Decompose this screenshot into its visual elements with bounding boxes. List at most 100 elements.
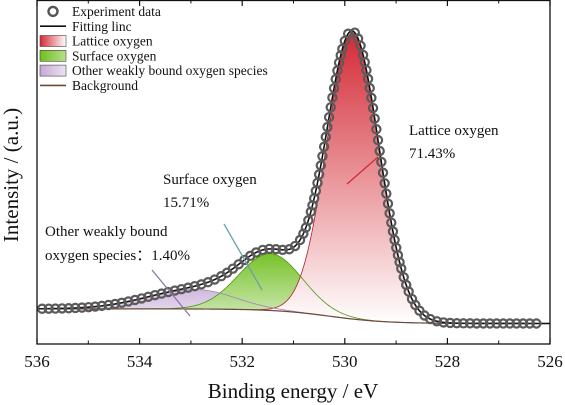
legend-marker-box [39, 49, 67, 62]
weak-oxygen-annotation-leader [151, 269, 191, 317]
experiment-point [431, 316, 443, 327]
legend-marker-circle [47, 5, 59, 18]
legend-marker-box [39, 64, 67, 77]
experiment-point [394, 256, 405, 268]
experiment-point [169, 285, 181, 296]
experiment-point [517, 318, 529, 329]
experiment-point [364, 82, 375, 94]
experiment-point [524, 318, 535, 329]
experiment-point [371, 124, 382, 135]
weak-oxygen-annotation-line: oxygen species：1.40% [45, 248, 190, 264]
legend-item: Fitting linc [40, 19, 132, 34]
legend-label: Other weakly bound oxygen species [72, 63, 268, 78]
y-axis-title: Intensity / (a.u.) [0, 108, 23, 242]
experiment-point [129, 294, 141, 306]
legend-label: Fitting linc [72, 19, 132, 34]
surface-oxygen-annotation: Surface oxygen 15.71% [163, 172, 263, 291]
experiment-point [76, 302, 88, 313]
experiment-point [70, 302, 81, 314]
experiment-point [277, 244, 288, 256]
x-tick-label: 532 [229, 352, 255, 371]
legend-item: Background [40, 78, 138, 93]
legend-item: Experiment data [47, 4, 161, 19]
experiment-point [109, 298, 121, 310]
experiment-point [531, 318, 542, 329]
legend-label: Experiment data [72, 4, 161, 19]
legend-label: Background [72, 78, 138, 93]
experiment-point [458, 318, 469, 329]
experiment-point [396, 263, 407, 274]
x-tick-label: 536 [24, 352, 50, 371]
x-tick-label: 530 [332, 352, 358, 371]
experiment-point [362, 73, 374, 85]
weak-oxygen-area [37, 289, 550, 324]
x-tick-label: 526 [537, 352, 563, 371]
experiment-point [367, 102, 379, 114]
experiment-point [270, 243, 282, 255]
lattice-oxygen-annotation-line: Lattice oxygen [409, 123, 499, 139]
lattice-oxygen-annotation-leader [346, 156, 379, 185]
experiment-point [381, 188, 392, 199]
experiment-point [379, 178, 390, 189]
experiment-point [162, 286, 174, 298]
component-fills [37, 33, 550, 324]
experiment-point [384, 208, 395, 219]
experiment-point [504, 318, 516, 329]
experiment-point [318, 141, 330, 152]
experiment-point [451, 318, 462, 329]
experiment-point [103, 299, 114, 311]
legend-label: Lattice oxygen [72, 34, 153, 49]
lattice-oxygen-annotation: Lattice oxygen 71.43% [346, 123, 499, 185]
x-tick-label: 534 [127, 352, 153, 371]
experiment-point [328, 82, 340, 94]
experiment-point [43, 303, 54, 314]
legend-marker-box [39, 35, 67, 47]
experiment-point [305, 206, 317, 217]
experiment-point [471, 318, 482, 329]
annotations: Lattice oxygen 71.43% Surface oxygen 15.71%… [45, 123, 499, 317]
axes: 536 534 532 530 528 526 [24, 0, 563, 371]
experiment-point [444, 317, 456, 329]
experiment-point [50, 303, 61, 314]
experiment-point [376, 156, 387, 168]
experiment-point [325, 102, 336, 113]
experiment-points [37, 27, 542, 329]
experiment-point [322, 121, 333, 133]
experiment-point [136, 293, 147, 304]
legend-item: Surface oxygen [39, 48, 157, 63]
experiment-point [63, 303, 74, 314]
experiment-point [366, 92, 377, 104]
experiment-point [315, 160, 326, 171]
experiment-point [323, 111, 335, 123]
legend-item: Lattice oxygen [39, 34, 153, 49]
experiment-point [342, 28, 354, 39]
experiment-point [478, 318, 489, 329]
experiment-point [377, 167, 389, 178]
legend-label: Surface oxygen [72, 48, 157, 63]
surface-oxygen-annotation-line: 15.71% [163, 195, 209, 211]
surface-oxygen-annotation-line: Surface oxygen [163, 172, 257, 188]
experiment-point [56, 303, 68, 314]
experiment-point [372, 134, 384, 146]
experiment-point [156, 288, 167, 299]
experiment-point [491, 318, 502, 329]
experiment-point [96, 300, 108, 312]
x-axis-title: Binding energy / eV [208, 379, 379, 403]
experiment-point [327, 92, 338, 103]
experiment-point [143, 291, 154, 302]
experiment-point [369, 113, 380, 124]
experiment-point [317, 151, 328, 162]
experiment-point [374, 145, 385, 157]
experiment-point [498, 318, 509, 329]
experiment-point [83, 301, 94, 313]
weak-oxygen-annotation: Other weakly bound oxygen species：1.40% [45, 224, 191, 317]
experiment-point [355, 40, 366, 51]
experiment-point [320, 131, 331, 143]
experiment-point [257, 244, 268, 256]
experiment-point [298, 228, 309, 239]
legend-item: Other weakly bound oxygen species [39, 63, 268, 78]
experiment-point [264, 243, 275, 255]
experiment-point [182, 282, 194, 293]
experiment-point [464, 318, 476, 329]
